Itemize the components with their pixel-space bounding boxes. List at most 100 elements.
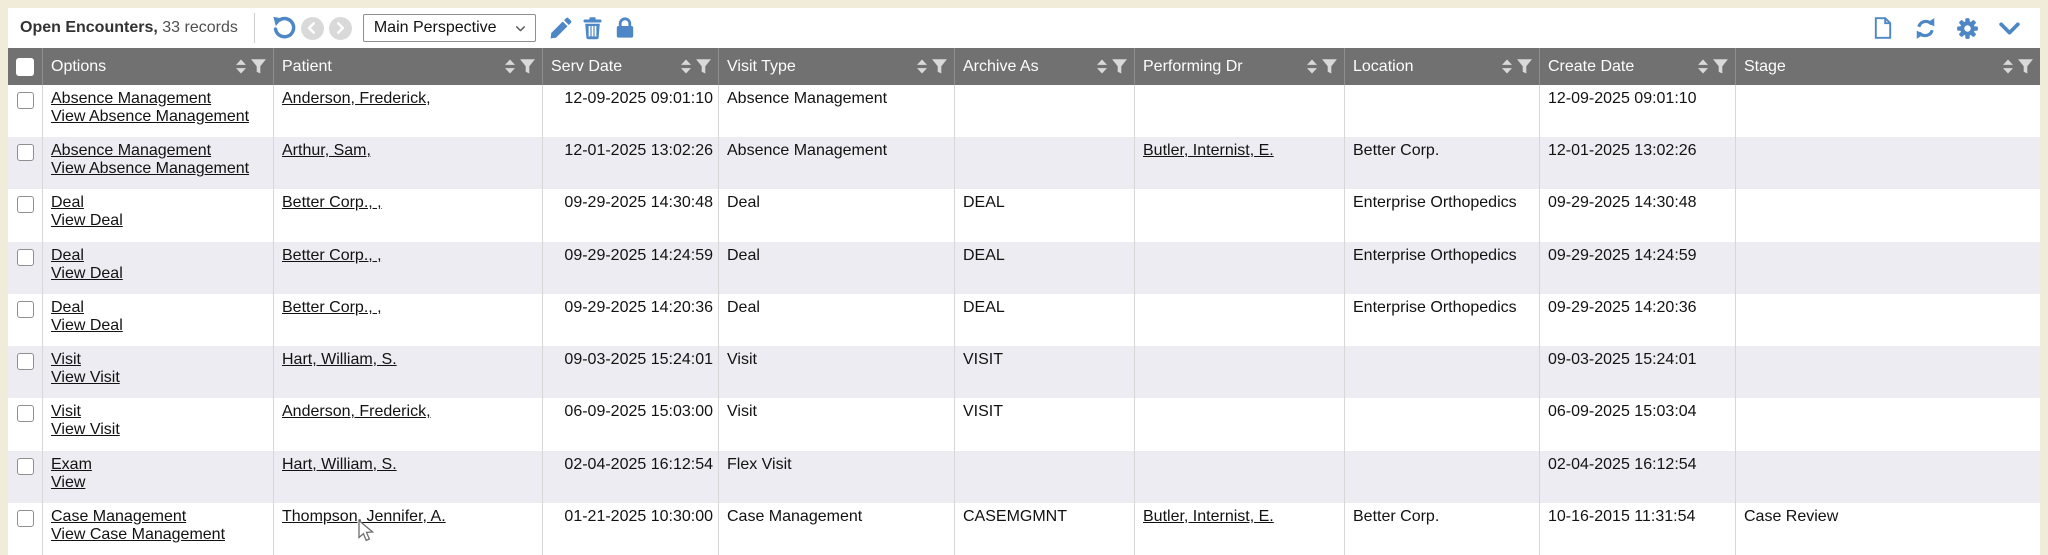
stage-cell: Case Review	[1744, 507, 1839, 525]
performing-dr-cell	[1135, 189, 1345, 242]
refresh-icon[interactable]	[1910, 13, 1940, 43]
option-link-primary[interactable]: Deal	[51, 246, 84, 264]
nav-forward-icon[interactable]	[328, 16, 352, 40]
sort-icon[interactable]	[680, 58, 692, 75]
visit-type-cell: Deal	[719, 189, 955, 242]
option-link-secondary[interactable]: View	[51, 473, 86, 491]
filter-funnel-icon[interactable]	[1516, 58, 1533, 75]
location-cell	[1345, 85, 1540, 138]
option-link-primary[interactable]: Deal	[51, 298, 84, 316]
column-header[interactable]: Options	[43, 48, 274, 85]
settings-gear-icon[interactable]	[1952, 13, 1982, 43]
delete-trash-icon[interactable]	[578, 13, 608, 43]
select-all-checkbox[interactable]	[16, 57, 34, 76]
sort-icon[interactable]	[1306, 58, 1318, 75]
sort-icon[interactable]	[1697, 58, 1709, 75]
option-link-secondary[interactable]: View Case Management	[51, 525, 226, 543]
option-link-secondary[interactable]: View Visit	[51, 369, 120, 387]
table-row: Visit View Visit Hart, William, S. 09-03…	[8, 346, 2040, 399]
performing-dr-cell	[1135, 241, 1345, 294]
filter-funnel-icon[interactable]	[1321, 58, 1338, 75]
patient-link[interactable]: Better Corp., ,	[282, 246, 382, 264]
sort-icon[interactable]	[2002, 58, 2014, 75]
patient-link[interactable]: Better Corp., ,	[282, 194, 382, 212]
option-link-secondary[interactable]: View Deal	[51, 264, 123, 282]
option-link-primary[interactable]: Visit	[51, 351, 81, 369]
row-checkbox[interactable]	[16, 457, 34, 475]
sort-icon[interactable]	[504, 58, 516, 75]
performing-dr-link[interactable]: Butler, Internist, E.	[1143, 142, 1274, 160]
patient-link[interactable]: Anderson, Frederick,	[282, 90, 431, 107]
sort-icon[interactable]	[1501, 58, 1513, 75]
option-link-primary[interactable]: Case Management	[51, 507, 187, 525]
filter-funnel-icon[interactable]	[519, 58, 536, 75]
column-header[interactable]: Location	[1345, 48, 1540, 85]
column-header[interactable]: Stage	[1736, 48, 2040, 85]
option-link-primary[interactable]: Exam	[51, 455, 92, 473]
filter-funnel-icon[interactable]	[2017, 58, 2034, 75]
new-document-icon[interactable]	[1868, 13, 1898, 43]
option-link-primary[interactable]: Absence Management	[51, 142, 212, 160]
row-checkbox[interactable]	[16, 405, 34, 423]
column-header[interactable]: Serv Date	[543, 48, 719, 85]
patient-link[interactable]: Hart, William, S.	[282, 351, 397, 369]
row-checkbox[interactable]	[16, 196, 34, 214]
select-all-checkbox-cell	[8, 48, 43, 85]
serv-date-cell: 09-29-2025 14:20:36	[543, 293, 719, 347]
column-header[interactable]: Visit Type	[719, 48, 955, 85]
option-link-secondary[interactable]: View Deal	[51, 212, 123, 230]
option-link-secondary[interactable]: View Visit	[51, 421, 120, 439]
patient-link[interactable]: Anderson, Frederick,	[282, 403, 431, 421]
archive-as-cell: DEAL	[955, 189, 1135, 242]
create-date-cell: 09-29-2025 14:24:59	[1540, 241, 1736, 294]
options-cell: Deal View Deal	[43, 189, 274, 242]
option-link-primary[interactable]: Visit	[51, 403, 81, 421]
serv-date-cell: 09-03-2025 15:24:01	[543, 346, 719, 399]
filter-funnel-icon[interactable]	[1111, 58, 1128, 75]
patient-link[interactable]: Better Corp., ,	[282, 298, 382, 316]
option-link-secondary[interactable]: View Absence Management	[51, 108, 250, 125]
filter-funnel-icon[interactable]	[1712, 58, 1729, 75]
filter-funnel-icon[interactable]	[250, 58, 267, 75]
column-header[interactable]: Performing Dr	[1135, 48, 1345, 85]
archive-as-cell	[955, 137, 1135, 190]
column-header[interactable]: Create Date	[1540, 48, 1736, 85]
option-link-secondary[interactable]: View Absence Management	[51, 160, 250, 178]
stage-cell	[1736, 189, 2040, 241]
stage-cell	[1736, 398, 2040, 450]
patient-link[interactable]: Arthur, Sam,	[282, 142, 371, 160]
column-label: Stage	[1744, 57, 1786, 75]
option-link-primary[interactable]: Deal	[51, 194, 84, 212]
nav-back-icon[interactable]	[300, 16, 324, 40]
row-checkbox[interactable]	[16, 353, 34, 371]
undo-icon[interactable]	[269, 13, 299, 43]
collapse-chevron-icon[interactable]	[1994, 13, 2024, 43]
edit-pencil-icon[interactable]	[546, 13, 576, 43]
visit-type-cell: Visit	[719, 398, 955, 451]
column-label: Serv Date	[551, 57, 623, 75]
stage-cell	[1736, 451, 2040, 503]
row-checkbox[interactable]	[16, 92, 34, 109]
row-checkbox[interactable]	[16, 509, 34, 527]
archive-as-cell: CASEMGMNT	[955, 502, 1135, 555]
patient-link[interactable]: Thompson, Jennifer, A.	[282, 507, 446, 525]
filter-funnel-icon[interactable]	[931, 58, 948, 75]
lock-icon[interactable]	[610, 13, 640, 43]
column-header[interactable]: Archive As	[955, 48, 1135, 85]
encounters-panel: Open Encounters, 33 records Main Perspec…	[8, 8, 2040, 555]
sort-icon[interactable]	[1096, 58, 1108, 75]
filter-funnel-icon[interactable]	[695, 58, 712, 75]
row-checkbox[interactable]	[16, 300, 34, 318]
sort-icon[interactable]	[235, 58, 247, 75]
row-checkbox-cell	[8, 85, 43, 138]
row-checkbox[interactable]	[16, 248, 34, 266]
performing-dr-link[interactable]: Butler, Internist, E.	[1143, 507, 1274, 525]
perspective-select[interactable]: Main Perspective	[362, 14, 536, 42]
option-link-primary[interactable]: Absence Management	[51, 90, 212, 107]
column-header[interactable]: Patient	[274, 48, 543, 85]
table-row: Absence Management View Absence Manageme…	[8, 85, 2040, 138]
option-link-secondary[interactable]: View Deal	[51, 316, 123, 334]
sort-icon[interactable]	[916, 58, 928, 75]
patient-link[interactable]: Hart, William, S.	[282, 455, 397, 473]
row-checkbox[interactable]	[16, 144, 34, 162]
